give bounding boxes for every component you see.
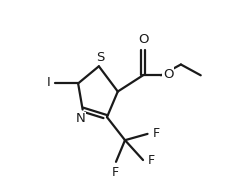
Text: N: N — [76, 112, 86, 125]
Text: F: F — [152, 127, 160, 140]
Text: I: I — [47, 76, 51, 89]
Text: F: F — [112, 166, 119, 179]
Text: F: F — [148, 153, 155, 167]
Text: O: O — [138, 33, 148, 46]
Text: O: O — [163, 68, 173, 81]
Text: S: S — [96, 52, 105, 64]
